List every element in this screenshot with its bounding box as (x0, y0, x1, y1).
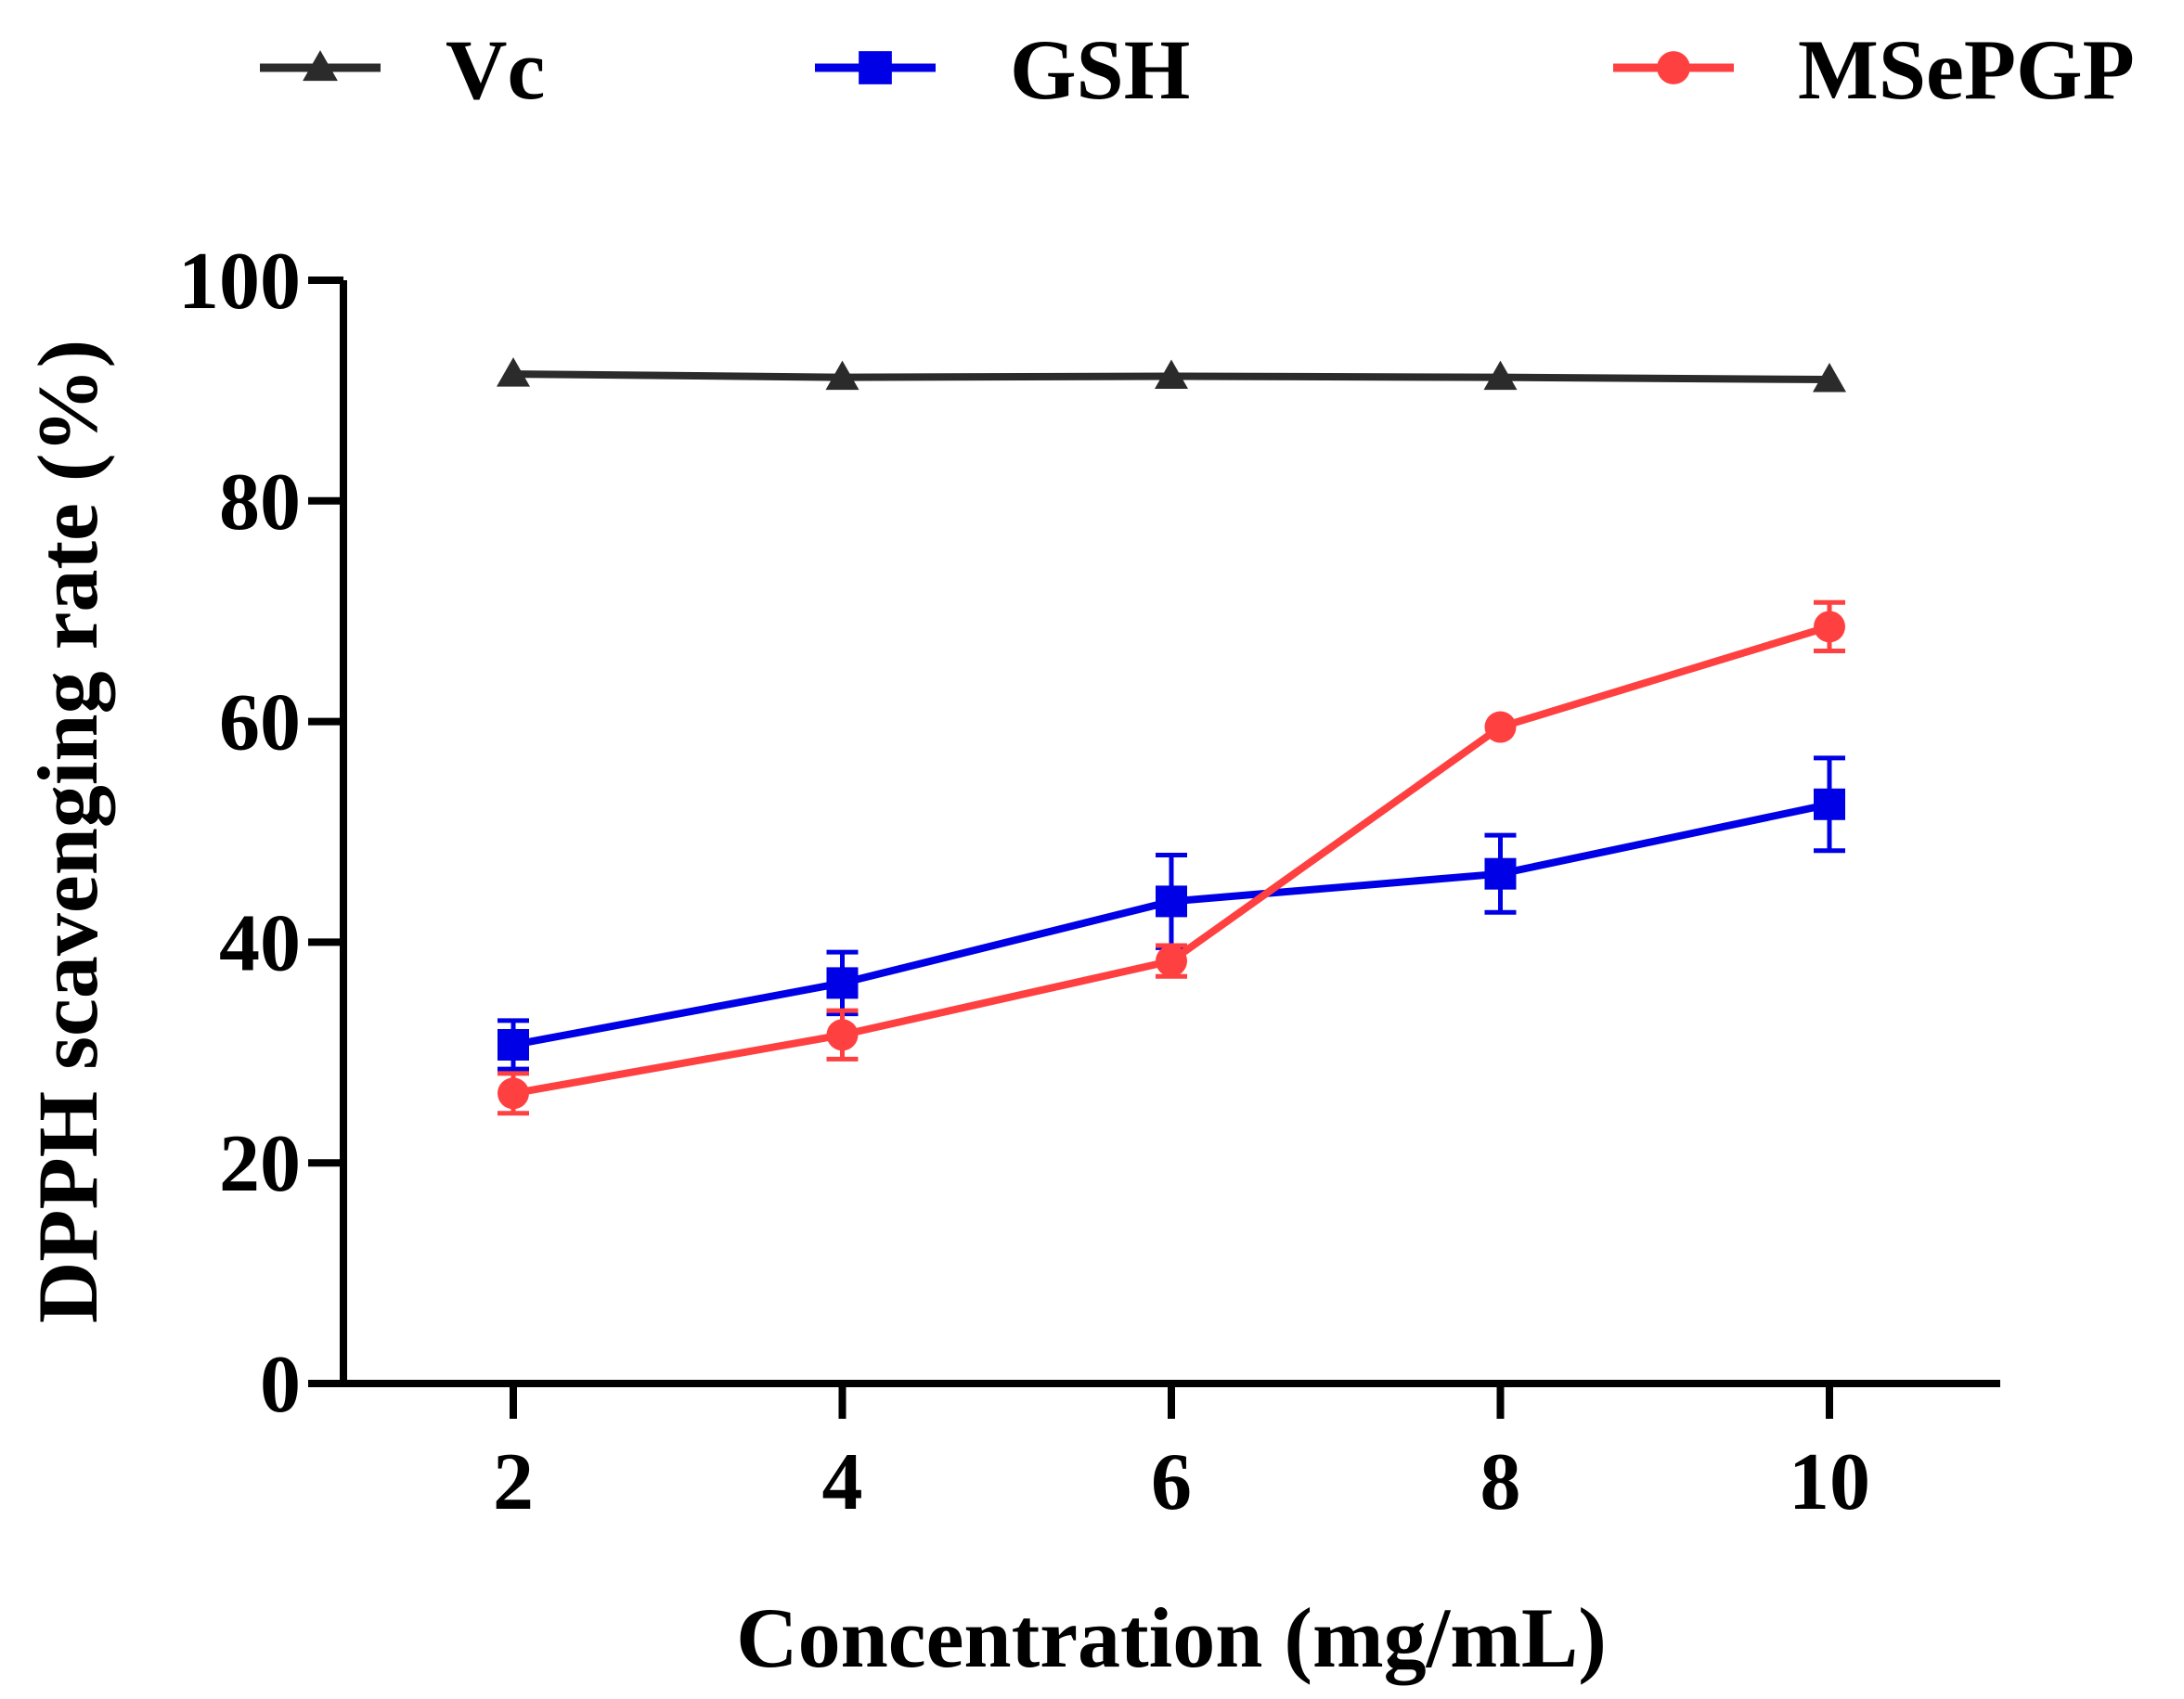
data-point-gsh (826, 967, 859, 999)
data-point-gsh (1814, 788, 1845, 820)
legend-item-vc: Vc (260, 22, 545, 117)
data-point-msepgp (1484, 711, 1517, 743)
data-point-vc (1813, 363, 1846, 393)
legend-item-gsh: GSH (815, 22, 1190, 117)
x-tick-label: 2 (493, 1437, 534, 1527)
legend-item-msepgp: MSePGP (1613, 22, 2135, 117)
data-point-msepgp (1156, 945, 1187, 977)
y-tick-label: 0 (260, 1340, 301, 1430)
y-tick-label: 40 (219, 898, 301, 988)
data-point-gsh (1484, 857, 1517, 890)
legend-label: Vc (446, 22, 545, 117)
data-point-gsh (1156, 885, 1187, 918)
x-tick-label: 6 (1151, 1437, 1192, 1527)
y-tick-label: 20 (219, 1119, 301, 1209)
data-point-msepgp (1814, 611, 1845, 643)
x-tick-label: 4 (822, 1437, 863, 1527)
y-tick-label: 80 (219, 457, 301, 547)
data-point-gsh (498, 1028, 529, 1061)
legend-label: MSePGP (1798, 22, 2135, 117)
y-axis-label: DPPH scavenging rate (%) (20, 340, 115, 1323)
legend-label: GSH (1010, 22, 1190, 117)
y-ticks: 0 20 40 60 80 100 (178, 237, 343, 1430)
series-gsh (498, 755, 1845, 1072)
data-point-msepgp (826, 1019, 859, 1051)
legend-marker-gsh (859, 51, 892, 84)
x-tick-label: 8 (1480, 1437, 1521, 1527)
axes: 0 20 40 60 80 100 2 4 6 8 10 (178, 237, 2000, 1527)
data-point-vc (825, 360, 859, 391)
legend-marker-vc (303, 50, 338, 82)
x-tick-label: 10 (1789, 1437, 1870, 1527)
series-msepgp (498, 599, 1845, 1116)
x-ticks: 2 4 6 8 10 (493, 1384, 1870, 1527)
y-tick-label: 100 (178, 237, 301, 327)
series-vc (497, 357, 1846, 393)
x-axis-label: Concentration (mg/mL) (736, 1590, 1607, 1685)
data-point-vc (497, 357, 530, 387)
legend-marker-msepgp (1657, 51, 1690, 84)
legend: Vc GSH MSePGP (260, 22, 2135, 117)
y-tick-label: 60 (219, 678, 301, 768)
plot-area (497, 357, 1846, 1116)
data-point-msepgp (498, 1077, 529, 1110)
data-point-vc (1483, 360, 1518, 391)
data-point-vc (1155, 359, 1188, 389)
